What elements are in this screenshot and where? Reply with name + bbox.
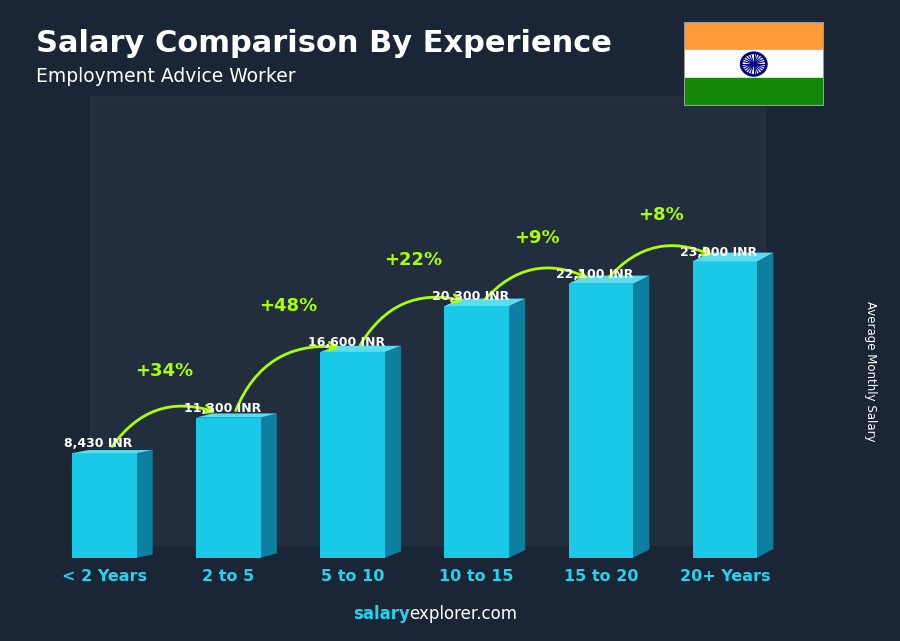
Bar <box>684 78 824 106</box>
Polygon shape <box>72 450 153 453</box>
Text: Salary Comparison By Experience: Salary Comparison By Experience <box>36 29 612 58</box>
Bar <box>693 262 757 558</box>
Polygon shape <box>320 345 401 352</box>
Polygon shape <box>693 253 773 262</box>
Text: 8,430 INR: 8,430 INR <box>64 437 132 450</box>
Polygon shape <box>509 299 525 558</box>
Bar <box>684 22 824 50</box>
Text: 20,300 INR: 20,300 INR <box>432 290 509 303</box>
Bar <box>569 284 633 558</box>
Text: Employment Advice Worker: Employment Advice Worker <box>36 67 295 87</box>
Polygon shape <box>569 276 649 284</box>
Polygon shape <box>261 413 277 558</box>
Text: +22%: +22% <box>383 251 442 269</box>
Circle shape <box>752 62 756 66</box>
Bar <box>445 306 509 558</box>
Polygon shape <box>196 413 277 418</box>
Text: explorer.com: explorer.com <box>410 605 518 623</box>
Polygon shape <box>137 450 153 558</box>
Bar <box>90 96 765 545</box>
Polygon shape <box>757 253 773 558</box>
Polygon shape <box>385 345 401 558</box>
Text: 16,600 INR: 16,600 INR <box>308 336 385 349</box>
Text: +34%: +34% <box>135 362 194 381</box>
Polygon shape <box>445 299 525 306</box>
Text: 23,900 INR: 23,900 INR <box>680 246 757 258</box>
Text: +9%: +9% <box>514 229 560 247</box>
Text: salary: salary <box>353 605 410 623</box>
Polygon shape <box>633 276 649 558</box>
Bar <box>320 352 385 558</box>
Text: 22,100 INR: 22,100 INR <box>556 268 634 281</box>
Bar <box>196 418 261 558</box>
Text: +48%: +48% <box>259 297 318 315</box>
Bar <box>684 50 824 78</box>
Text: Average Monthly Salary: Average Monthly Salary <box>864 301 877 442</box>
Text: 11,300 INR: 11,300 INR <box>184 402 261 415</box>
Bar <box>72 453 137 558</box>
Text: +8%: +8% <box>638 206 684 224</box>
